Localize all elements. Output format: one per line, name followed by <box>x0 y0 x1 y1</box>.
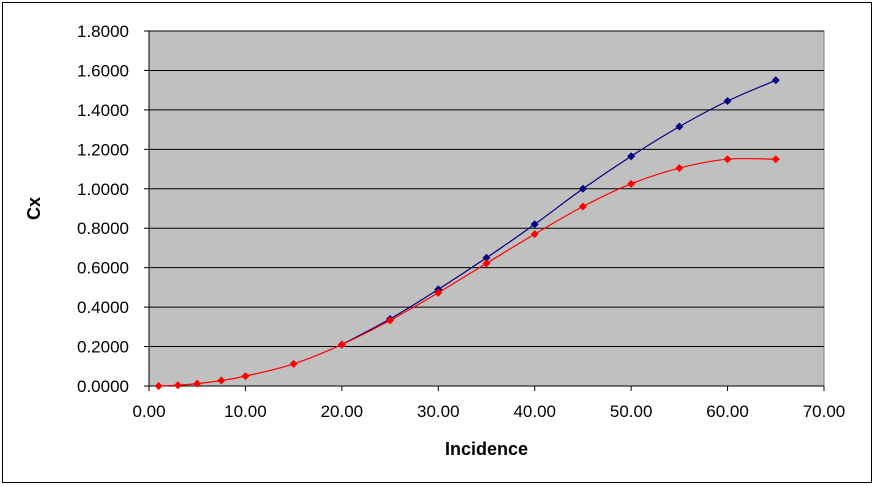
y-tick-label: 0.0000 <box>77 377 129 396</box>
x-tick-label: 20.00 <box>321 402 364 421</box>
y-tick-label: 0.2000 <box>77 338 129 357</box>
series-group <box>154 76 780 390</box>
data-point <box>193 379 202 388</box>
series-2 <box>154 155 780 390</box>
y-tick-label: 1.2000 <box>77 140 129 159</box>
y-tick-label: 1.4000 <box>77 101 129 120</box>
x-tick-labels: 0.00 10.00 20.00 30.00 40.00 50.00 60.00 70.00 <box>132 386 845 421</box>
data-point <box>675 164 684 173</box>
x-tick-label: 50.00 <box>610 402 653 421</box>
x-tick-label: 60.00 <box>706 402 749 421</box>
data-point <box>482 259 491 268</box>
data-point <box>386 316 395 325</box>
y-axis-label: Cx <box>24 197 44 220</box>
data-point <box>771 155 780 164</box>
data-point <box>578 184 587 193</box>
y-tick-label: 0.6000 <box>77 259 129 278</box>
x-tick-label: 10.00 <box>224 402 267 421</box>
y-tick-label: 0.4000 <box>77 298 129 317</box>
x-tick-label: 70.00 <box>803 402 846 421</box>
x-tick-label: 0.00 <box>132 402 165 421</box>
x-axis-label: Incidence <box>445 439 528 459</box>
data-point <box>627 179 636 188</box>
data-point <box>627 152 636 161</box>
y-tick-labels: 0.0000 0.2000 0.4000 0.6000 0.8000 1.0000 1.20… <box>77 22 149 396</box>
data-point <box>289 359 298 368</box>
data-point <box>217 376 226 385</box>
data-point <box>154 382 163 390</box>
data-point <box>434 288 443 297</box>
x-tick-label: 40.00 <box>513 402 556 421</box>
data-point <box>723 155 732 164</box>
data-point <box>337 340 346 349</box>
axes <box>148 31 824 387</box>
data-point <box>723 97 732 106</box>
series-line <box>158 157 776 387</box>
y-tick-label: 1.6000 <box>77 61 129 80</box>
data-point <box>578 202 587 211</box>
data-point <box>771 76 780 85</box>
data-point <box>530 220 539 229</box>
y-tick-label: 0.8000 <box>77 219 129 238</box>
data-point <box>675 122 684 131</box>
data-point <box>241 372 250 381</box>
data-point <box>482 253 491 262</box>
gridlines <box>149 30 824 348</box>
y-tick-label: 1.8000 <box>77 22 129 41</box>
series-line <box>341 79 777 346</box>
plot-area <box>148 30 825 387</box>
data-point <box>173 381 182 390</box>
data-point <box>530 230 539 239</box>
y-tick-label: 1.0000 <box>77 180 129 199</box>
x-tick-label: 30.00 <box>417 402 460 421</box>
